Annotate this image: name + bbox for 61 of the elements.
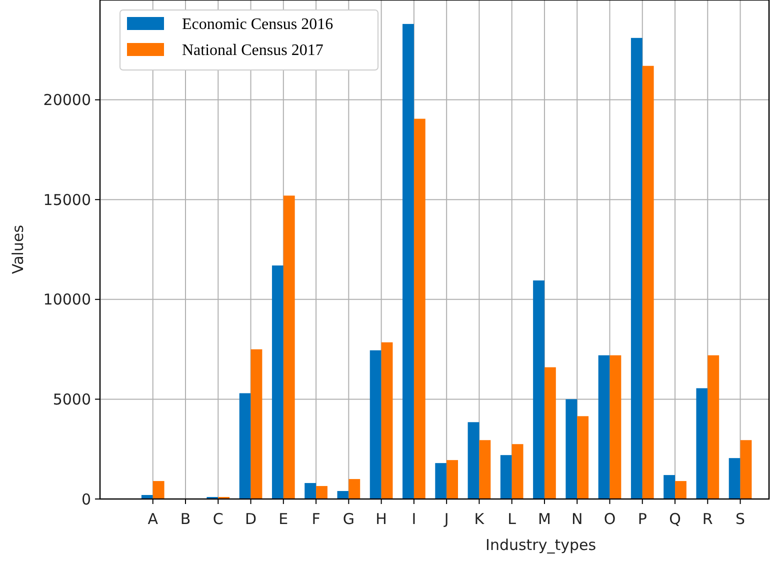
y-tick-label: 20000 (43, 91, 91, 110)
bar (239, 393, 251, 499)
bar (740, 440, 752, 499)
x-tick-label: D (244, 510, 257, 528)
bar (512, 444, 524, 499)
y-tick-label: 10000 (43, 290, 91, 309)
bar (250, 349, 262, 499)
x-tick-label: R (702, 510, 713, 528)
bar (533, 280, 544, 499)
x-tick-label: G (342, 510, 354, 528)
x-tick-label: K (474, 510, 486, 528)
x-tick-label: O (604, 510, 616, 528)
bar (414, 118, 426, 499)
x-tick-label: C (212, 510, 224, 528)
bar (283, 196, 295, 499)
x-tick-label: P (638, 510, 647, 528)
y-tick-label: 0 (81, 490, 91, 508)
bar (675, 481, 686, 499)
bar (577, 416, 589, 499)
bar (402, 24, 414, 499)
x-tick-label: B (180, 510, 191, 528)
bar (435, 463, 447, 499)
bar (381, 342, 393, 499)
bar (152, 481, 164, 499)
bar (696, 388, 708, 499)
x-tick-label: E (278, 510, 288, 528)
bar (728, 458, 740, 499)
x-tick-label: J (443, 510, 449, 528)
bar (272, 265, 284, 499)
bar (468, 422, 480, 499)
x-tick-label: N (571, 510, 583, 528)
bar (598, 355, 610, 499)
legend-label: National Census 2017 (182, 42, 324, 59)
y-tick-label: 15000 (43, 190, 91, 209)
bar (500, 455, 512, 499)
x-tick-label: Q (669, 510, 681, 528)
bar (337, 491, 349, 499)
bar (446, 460, 458, 499)
x-tick-label: F (312, 510, 320, 528)
x-tick-label: S (736, 510, 746, 528)
y-axis-title: Values (9, 224, 27, 274)
legend-label: Economic Census 2016 (182, 16, 334, 33)
bar (544, 367, 556, 499)
bar (642, 66, 654, 499)
x-tick-label: A (148, 510, 159, 528)
x-tick-label: M (538, 510, 551, 528)
bar (304, 483, 316, 499)
bar (630, 38, 642, 499)
bar (370, 350, 382, 499)
bar (566, 399, 578, 499)
x-axis-title: Industry_types (486, 536, 596, 554)
x-tick-label: L (508, 510, 517, 528)
bar (316, 486, 328, 499)
bar (479, 440, 491, 499)
bar (348, 479, 360, 499)
bar (664, 475, 676, 499)
bar (708, 355, 720, 499)
x-tick-label: H (376, 510, 387, 528)
x-tick-label: I (412, 510, 416, 528)
y-tick-label: 5000 (52, 390, 91, 408)
bar (610, 355, 622, 499)
